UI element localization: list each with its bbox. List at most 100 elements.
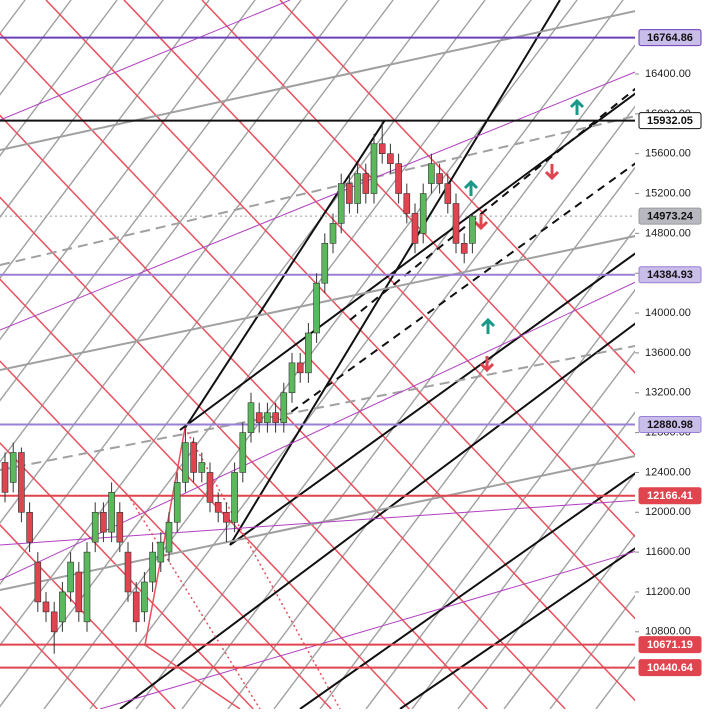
trend-line: [503, 533, 635, 709]
trend-line: [0, 0, 302, 402]
candle-body: [83, 551, 91, 623]
candle-body: [280, 392, 288, 423]
axis-labels: 10800.00 11200.00 11600.00 12000.00 12400.00…: [635, 29, 702, 677]
candle-body: [313, 282, 320, 334]
trend-line: [0, 442, 254, 709]
candle-body: [206, 472, 214, 503]
trend-line: [0, 0, 210, 280]
candle-body: [91, 511, 99, 543]
trend-line: [179, 92, 635, 431]
candle-body: [387, 153, 394, 164]
trend-line: [0, 0, 118, 157]
trend-line: [0, 0, 26, 35]
signal-arrow: [463, 179, 479, 196]
trend-line: [0, 0, 440, 586]
candle-body: [157, 541, 165, 563]
candle-body: [42, 601, 50, 613]
price-label: 10440.64: [647, 662, 694, 674]
y-tick-label: 12000.00: [645, 506, 691, 518]
trend-line: [0, 344, 635, 471]
candle-body: [149, 551, 156, 583]
trend-line: [227, 166, 635, 709]
candle-body: [305, 332, 312, 374]
trend-line: [181, 105, 635, 709]
candle-body: [59, 591, 66, 623]
trend-line: [279, 0, 635, 374]
trend-line: [0, 0, 164, 219]
candle-body: [18, 452, 25, 513]
candle-body: [296, 362, 304, 374]
signal-arrow: [479, 356, 495, 373]
y-tick-label: 10800.00: [645, 626, 691, 638]
trend-line: [144, 427, 186, 646]
candle-body: [141, 581, 148, 613]
candle-body: [436, 173, 443, 184]
candle-body: [198, 462, 206, 473]
candle-body: [362, 173, 370, 194]
trend-line: [0, 0, 394, 524]
y-tick-label: 15600.00: [645, 148, 691, 160]
candle-body: [395, 163, 402, 194]
price-label: 10671.19: [647, 639, 693, 651]
y-tick-label: 15200.00: [645, 187, 691, 199]
trend-line: [0, 0, 348, 463]
price-badge: [638, 416, 702, 434]
candle-body: [124, 551, 132, 593]
trend-line: [0, 196, 488, 709]
price-label: 16764.86: [647, 32, 693, 44]
price-label: 15932.05: [647, 115, 693, 127]
trend-line: [229, 0, 561, 546]
candle-body: [428, 163, 435, 184]
trend-line: [99, 550, 635, 709]
candle-body: [239, 432, 247, 473]
candle-body: [452, 203, 460, 244]
price-label: 12166.41: [647, 490, 693, 502]
candle-body: [411, 213, 419, 244]
price-badge: [638, 266, 702, 284]
trend-line: [127, 494, 261, 709]
candle-body: [75, 571, 83, 613]
candle-body: [346, 183, 353, 204]
price-badge: [638, 659, 702, 677]
trend-line: [144, 644, 241, 709]
trend-line: [279, 162, 635, 421]
trend-line: [0, 360, 332, 709]
candle-body: [460, 243, 468, 254]
trend-line: [89, 0, 624, 709]
candle-body: [67, 561, 74, 593]
y-tick-label: 13600.00: [645, 347, 691, 359]
trend-line: [123, 0, 635, 538]
candle-body: [469, 215, 476, 244]
candle-body: [116, 511, 124, 543]
price-badge: [638, 636, 702, 654]
candle-body: [444, 183, 452, 204]
y-tick-label: 12400.00: [645, 466, 691, 478]
trend-line: [0, 499, 635, 546]
trend-line: [0, 32, 635, 702]
candle-body: [247, 402, 255, 433]
price-label: 12880.98: [647, 419, 693, 431]
signal-arrow: [569, 98, 585, 115]
candle-body: [173, 482, 181, 523]
candle-body: [255, 412, 263, 423]
y-tick-label: 13200.00: [645, 387, 691, 399]
candle-body: [100, 511, 107, 533]
candle-body: [264, 412, 271, 423]
trend-line: [45, 0, 635, 620]
candle-body: [1, 462, 9, 493]
price-label: 14973.24: [647, 211, 694, 223]
trend-line: [0, 0, 291, 121]
trend-line: [0, 71, 635, 331]
trend-line: [457, 472, 635, 709]
candle-body: [132, 591, 140, 623]
candle-body: [403, 193, 411, 214]
candle-body: [182, 442, 189, 483]
price-badge: [638, 487, 702, 505]
trend-line: [299, 472, 635, 709]
y-tick-label: 11600.00: [645, 546, 690, 558]
candle-body: [337, 183, 345, 224]
trend-line: [135, 44, 635, 709]
trend-line: [0, 10, 635, 151]
